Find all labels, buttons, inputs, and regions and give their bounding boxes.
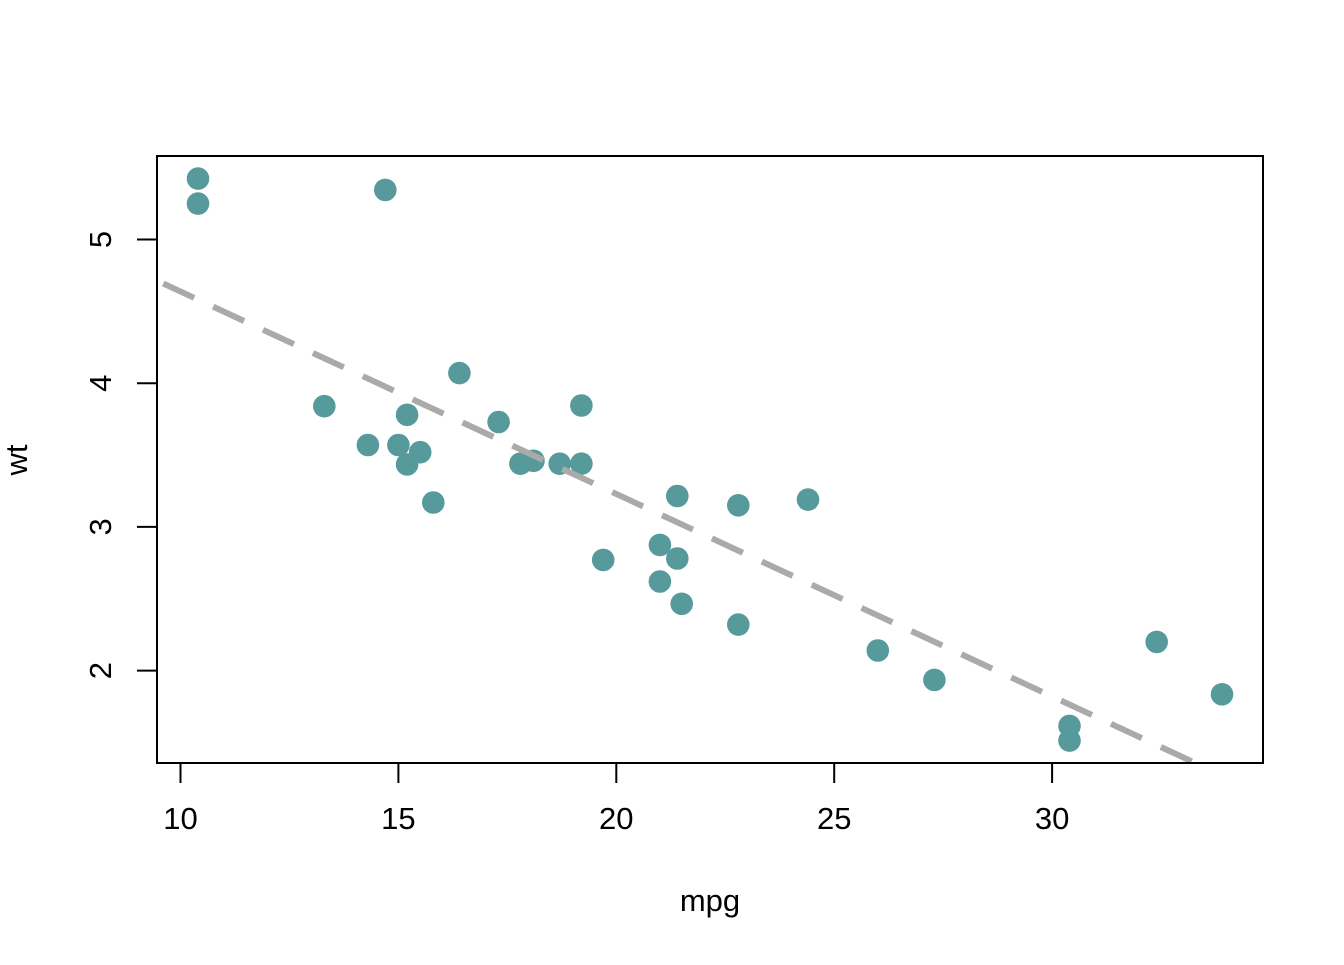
x-tick-label: 20 — [599, 801, 633, 836]
data-point — [487, 410, 510, 434]
data-point — [422, 491, 445, 514]
x-tick-label: 10 — [163, 801, 197, 836]
x-axis: 10 15 20 25 30 — [163, 763, 1069, 836]
data-point — [448, 361, 471, 385]
data-point — [1210, 683, 1234, 706]
data-point — [374, 178, 397, 202]
y-tick-label: 3 — [83, 518, 118, 535]
data-point — [591, 548, 615, 572]
data-point — [570, 452, 593, 476]
data-point — [648, 570, 672, 593]
data-point — [648, 533, 672, 557]
data-point — [395, 403, 419, 427]
data-point — [186, 167, 210, 190]
y-axis-title: wt — [0, 444, 34, 476]
data-point — [356, 433, 380, 457]
data-point — [866, 639, 890, 662]
x-tick-label: 25 — [817, 801, 851, 836]
y-tick-label: 5 — [83, 231, 118, 248]
data-point — [666, 547, 689, 570]
x-tick-label: 30 — [1035, 801, 1069, 836]
data-point — [923, 668, 946, 692]
data-point — [666, 484, 689, 508]
plot-border — [156, 155, 1264, 764]
y-axis: 2 3 4 5 — [83, 231, 157, 679]
x-axis-title: mpg — [680, 883, 740, 918]
data-point — [727, 613, 750, 636]
x-tick-label: 15 — [381, 801, 415, 836]
y-tick-label: 2 — [83, 662, 118, 679]
data-point — [727, 494, 750, 517]
data-point — [509, 452, 532, 476]
data-point — [1145, 630, 1168, 654]
data-point — [186, 192, 210, 215]
data-point — [387, 433, 410, 457]
data-point — [313, 394, 336, 418]
scatter-points — [186, 167, 1234, 752]
trendline-group — [157, 277, 1203, 763]
data-point — [1058, 729, 1081, 752]
data-point — [570, 394, 593, 417]
regression-line — [157, 277, 1203, 763]
data-point — [395, 453, 419, 476]
y-tick-label: 4 — [83, 375, 118, 392]
data-point — [796, 488, 820, 511]
data-point — [670, 592, 693, 616]
